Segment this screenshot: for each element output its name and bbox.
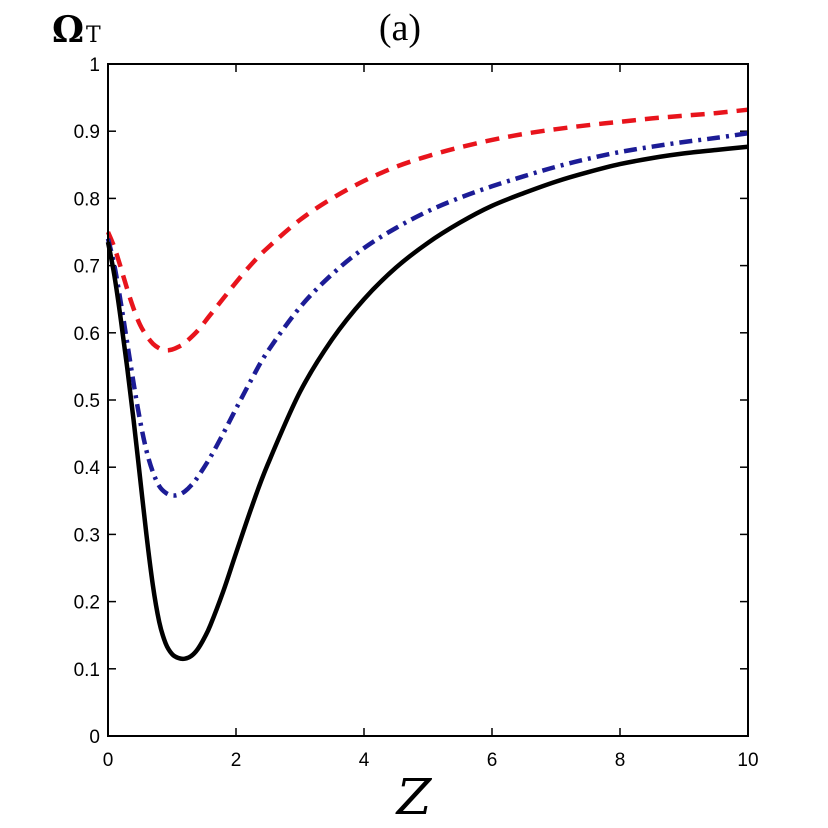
plot-frame xyxy=(107,63,749,737)
x-tick-label: 2 xyxy=(231,750,242,771)
y-tick-label: 0.4 xyxy=(74,458,101,479)
y-tick-label: 0 xyxy=(89,727,100,748)
data-series xyxy=(105,107,749,662)
x-tick-label: 10 xyxy=(737,750,758,771)
x-tick-label: 8 xyxy=(615,750,626,771)
y-tick-label: 0.6 xyxy=(74,324,100,345)
panel-label: (a) xyxy=(379,7,421,49)
y-tick-label: 0.5 xyxy=(74,391,100,412)
y-tick-label: 1 xyxy=(89,55,100,76)
x-tick-label: 6 xyxy=(487,750,498,771)
y-axis-label-main: Ω xyxy=(52,9,84,51)
x-tick-label: 4 xyxy=(359,750,370,771)
y-axis-label-subscript: T xyxy=(86,23,101,48)
series-line-1 xyxy=(105,107,749,353)
axis-ticks: 0 2 4 6 8 10 0 0.1 0.2 0.3 0.4 0.5 0.6 0.7 0.8 0.9 1 xyxy=(74,55,759,771)
y-tick-label: 0.9 xyxy=(74,122,100,143)
y-tick-label: 0.1 xyxy=(74,660,100,681)
x-tick-label: 0 xyxy=(103,750,114,771)
y-tick-label: 0.7 xyxy=(74,257,100,278)
series-line-2 xyxy=(105,130,749,498)
y-tick-label: 0.3 xyxy=(74,525,100,546)
y-axis-label: ΩT xyxy=(52,9,101,51)
y-tick-label: 0.2 xyxy=(74,593,100,614)
x-axis-label: Z xyxy=(395,768,433,826)
y-tick-label: 0.8 xyxy=(74,189,100,210)
series-line-3 xyxy=(105,144,749,662)
